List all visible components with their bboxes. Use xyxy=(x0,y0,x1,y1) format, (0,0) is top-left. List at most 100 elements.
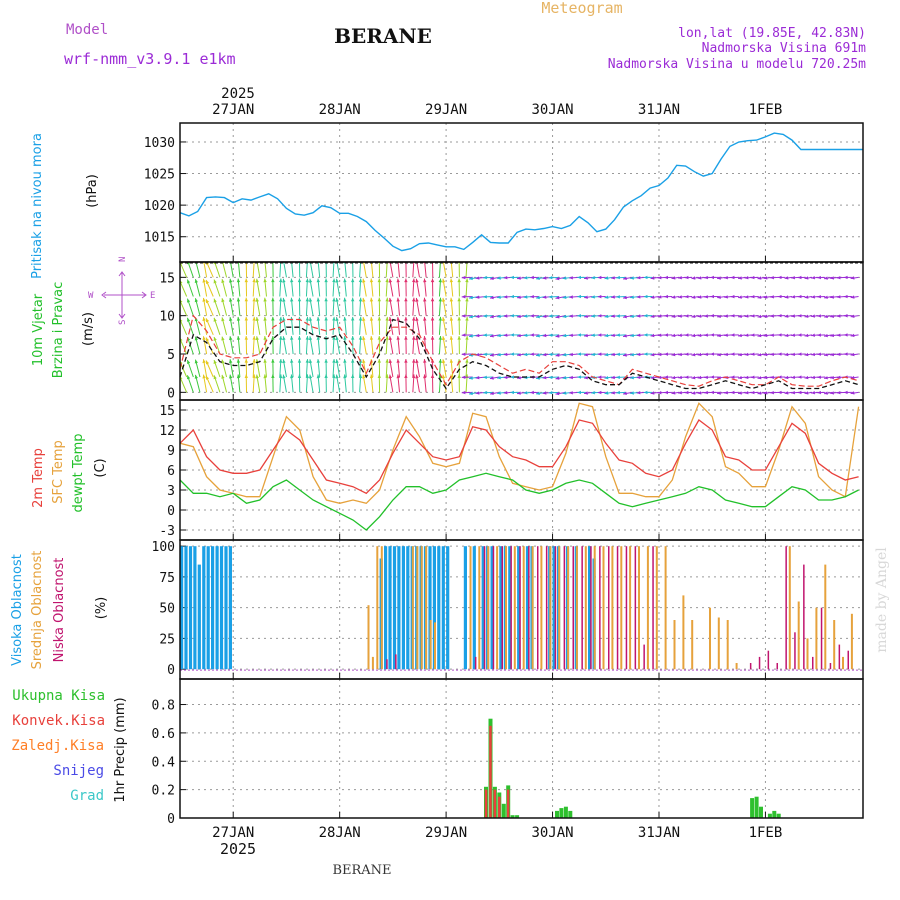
wind-arrow-head xyxy=(604,295,609,299)
wind-arrow-head xyxy=(279,297,283,302)
wind-arrow-head xyxy=(497,391,501,395)
y-tick-label: 0.2 xyxy=(152,784,175,799)
model-name: wrf-nmm_v3.9.1 e1km xyxy=(64,50,236,68)
day-label-bottom: 30JAN xyxy=(531,825,573,841)
cloud-mid-bar xyxy=(567,546,570,670)
cloud-high-bar xyxy=(508,546,512,670)
precip-conv-bar xyxy=(506,789,510,818)
cloud-mid-bar xyxy=(646,546,649,670)
wind-arrow-head xyxy=(738,276,742,280)
wind-arrow-head xyxy=(430,278,435,283)
wind-arrow-head xyxy=(332,359,336,363)
wind-arrow-head xyxy=(777,314,782,318)
cloud-high-bar xyxy=(228,546,232,670)
cloud-mid-bar xyxy=(602,546,605,670)
data-layer xyxy=(179,132,863,819)
wind-arrow-head xyxy=(797,390,802,395)
cloud-low-bar xyxy=(847,650,849,670)
wind-arrow-head xyxy=(449,278,454,283)
cloud-high-bar xyxy=(219,546,224,670)
wind-arrow-head xyxy=(335,278,339,283)
cloud-mid-bar xyxy=(664,546,667,670)
wind-arrow-head xyxy=(684,314,689,318)
cloud-high-bar xyxy=(180,546,184,670)
wind-arrow-head xyxy=(717,333,721,338)
wind-arrow-head xyxy=(542,295,547,299)
precip-conv-bar xyxy=(489,725,492,818)
wind-arrow-head xyxy=(697,391,702,395)
wind-arrow-head xyxy=(396,336,400,340)
cloud-mid-bar xyxy=(833,620,836,670)
wind-arrow-head xyxy=(717,276,721,280)
wind-arrow-head xyxy=(415,297,419,302)
wind-arrow-head xyxy=(548,375,553,380)
cloud-low-bar xyxy=(749,663,752,670)
cloud-mid-bar xyxy=(655,546,658,670)
cloud-mid-bar xyxy=(735,663,738,670)
wind-arrow-head xyxy=(650,295,655,299)
wind-arrow-head xyxy=(483,333,487,337)
precip-total-bar xyxy=(776,813,781,818)
wind-arrow-head xyxy=(282,297,286,302)
wind-arrow-head xyxy=(279,278,283,283)
wind-arrow-head xyxy=(229,297,233,302)
wind-arrow-head xyxy=(671,391,676,395)
wind-arrow-head xyxy=(824,353,828,357)
cloud-mid-bar xyxy=(575,546,578,670)
cloud-mid-bar xyxy=(531,546,534,670)
wind-arrow-head xyxy=(412,297,416,302)
wind-arrow-head xyxy=(684,390,689,395)
wind-arrow-head xyxy=(584,276,588,280)
wind-arrow-head xyxy=(562,376,567,380)
wind-arrow-head xyxy=(678,391,682,395)
wind-arrow-head xyxy=(664,275,668,280)
cloud-low-bar xyxy=(625,546,628,670)
wind-arrow-head xyxy=(385,278,389,283)
cloud-mid-bar xyxy=(620,546,623,670)
wind-arrow-head xyxy=(569,314,573,318)
wind-arrow-head xyxy=(343,374,347,379)
wind-arrow-head xyxy=(457,336,461,340)
wind-arrow-head xyxy=(362,374,366,379)
wind-arrow-head xyxy=(562,391,567,395)
precip-total-bar xyxy=(563,806,568,818)
wind-arrow-head xyxy=(308,359,313,364)
wind-arrow-head xyxy=(385,336,389,340)
wind-arrow-head xyxy=(221,279,225,283)
wind-arrow-head xyxy=(441,278,446,283)
wind-arrow-head xyxy=(530,352,534,356)
wind-arrow-head xyxy=(290,374,294,379)
year-label-top: 2025 xyxy=(221,86,255,102)
cloud-low-bar xyxy=(812,656,814,670)
wind-arrow-head xyxy=(469,295,473,300)
wind-arrow-head xyxy=(388,317,393,321)
cloud-mid-bar xyxy=(682,595,685,670)
cloud-low-bar xyxy=(634,546,637,670)
wind-arrow-head xyxy=(657,276,662,280)
wind-arrow-head xyxy=(797,294,802,299)
cloud-mid-bar xyxy=(496,546,499,670)
wind-arrow-head xyxy=(187,298,191,303)
wind-label-1: 10m Vjetar xyxy=(31,293,46,366)
cloud-mid-bar xyxy=(376,546,379,670)
wind-arrow-head xyxy=(744,333,749,337)
wind-arrow-head xyxy=(704,333,708,337)
precip-unit: 1hr Precip (mm) xyxy=(113,697,128,802)
wind-arrow-head xyxy=(497,376,501,380)
cloud-mid-bar xyxy=(380,546,383,670)
wind-arrow-head xyxy=(684,295,689,299)
cloud-low-bar xyxy=(537,546,539,670)
day-label-bottom: 1FEB xyxy=(749,825,783,841)
wind-arrow-head xyxy=(430,297,435,302)
wind-arrow-head xyxy=(791,295,795,299)
wind-arrow-head xyxy=(797,275,802,280)
wind-arrow-head xyxy=(282,317,286,321)
wind-arrow-head xyxy=(678,352,682,357)
wind-arrow-head xyxy=(423,297,427,302)
wind-arrow-head xyxy=(542,376,547,380)
cloud-low-bar xyxy=(501,546,503,670)
wind-arrow-head xyxy=(555,353,560,357)
wind-arrow-head xyxy=(441,317,446,321)
wind-arrow-head xyxy=(784,391,789,395)
